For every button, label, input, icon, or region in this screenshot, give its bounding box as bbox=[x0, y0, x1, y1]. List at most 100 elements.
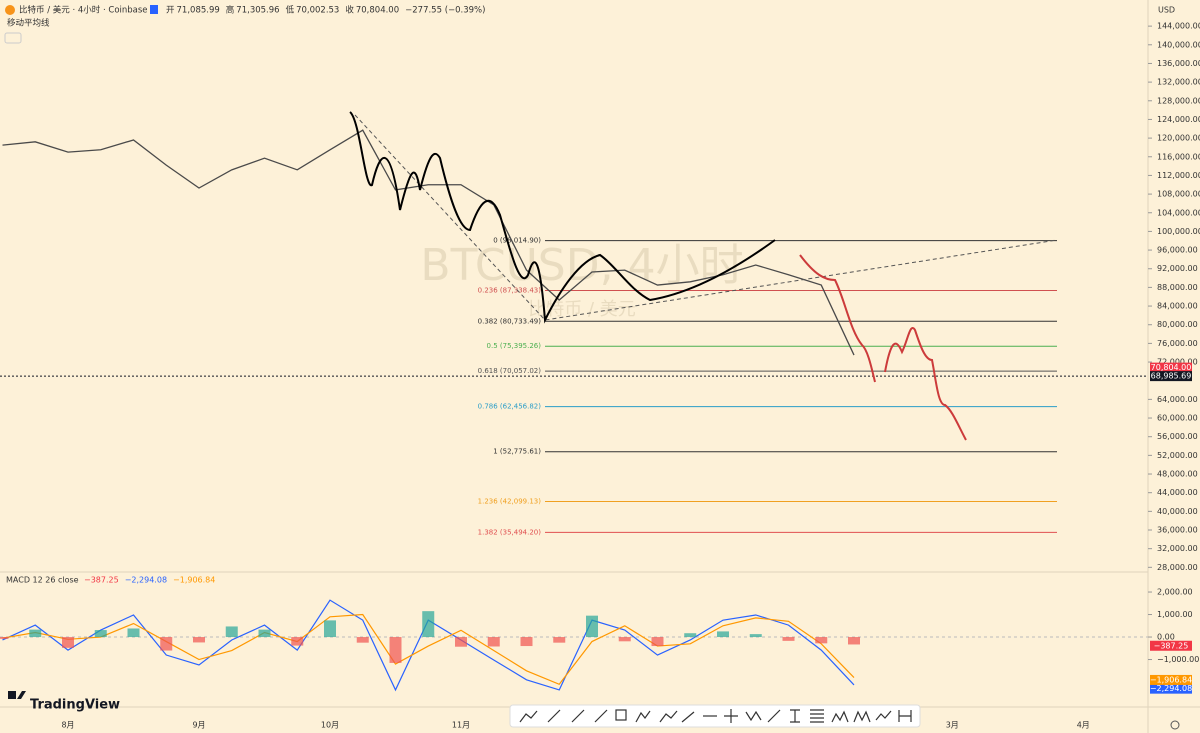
histogram-bar bbox=[324, 620, 336, 638]
y-tick-label: 120,000.00 bbox=[1157, 134, 1200, 143]
x-tick-label: 8月 bbox=[61, 721, 74, 730]
tool-icon[interactable] bbox=[875, 710, 892, 721]
y-tick-label: 100,000.00 bbox=[1157, 227, 1200, 236]
histogram-bar bbox=[618, 637, 631, 642]
tool-icon[interactable] bbox=[898, 710, 912, 722]
y-tick-label: 2,000.00 bbox=[1157, 588, 1193, 597]
settings-button[interactable] bbox=[1170, 720, 1180, 730]
y-tick-label: 44,000.00 bbox=[1157, 488, 1198, 497]
value-tag-label: −387.25 bbox=[1154, 641, 1189, 650]
y-tick-label: 112,000.00 bbox=[1157, 171, 1200, 180]
tool-icon[interactable] bbox=[659, 710, 678, 723]
histogram-bar bbox=[193, 637, 205, 643]
readout-value: −387.25 bbox=[84, 576, 119, 585]
histogram-bar bbox=[684, 633, 697, 638]
fib-label: 0.618 (70,057.02) bbox=[478, 367, 542, 375]
ohlc-value: 70,002.53 bbox=[296, 6, 339, 16]
ohlc-label: 高 bbox=[226, 5, 235, 16]
y-tick-label: 64,000.00 bbox=[1157, 395, 1198, 404]
wave-drawing bbox=[349, 111, 776, 324]
tool-icon[interactable] bbox=[853, 710, 871, 723]
histogram-bar bbox=[651, 637, 664, 647]
histogram-bar bbox=[782, 637, 795, 641]
fib-label: 0.382 (80,733.49) bbox=[478, 317, 542, 325]
price-tag-label: 68,985.69 bbox=[1151, 372, 1192, 381]
currency[interactable]: USD bbox=[1158, 6, 1175, 15]
histogram-bar bbox=[29, 629, 42, 638]
value-tag bbox=[1150, 674, 1192, 685]
change: −277.55 (−0.39%) bbox=[405, 6, 485, 16]
fib-label: 1 (52,775.61) bbox=[493, 448, 541, 456]
tool-icon[interactable] bbox=[635, 710, 651, 723]
histogram-bar bbox=[815, 637, 828, 644]
y-tick-label: 144,000.00 bbox=[1157, 22, 1200, 31]
tool-icon[interactable] bbox=[810, 709, 824, 723]
coin-icon bbox=[5, 5, 15, 15]
macd-title: MACD 12 26 close bbox=[6, 576, 79, 585]
y-tick-label: 48,000.00 bbox=[1157, 470, 1198, 479]
histogram-bar bbox=[389, 637, 402, 663]
tool-icon[interactable] bbox=[724, 709, 738, 723]
y-tick-label: 128,000.00 bbox=[1157, 96, 1200, 105]
tool-icon[interactable] bbox=[790, 709, 800, 723]
watermark-line2: 比特币 / 美元 bbox=[528, 299, 636, 320]
x-tick-label: 3月 bbox=[946, 721, 959, 730]
y-tick-label: 72,000.00 bbox=[1157, 358, 1198, 367]
ohlc-label: 开 bbox=[166, 6, 175, 16]
histogram-bar bbox=[62, 637, 74, 648]
y-tick-label: 40,000.00 bbox=[1157, 507, 1198, 516]
symbol: 比特币 / 美元 · 4小时 · Coinbase bbox=[19, 5, 148, 16]
histogram-bar bbox=[160, 637, 173, 651]
tool-icon[interactable] bbox=[615, 709, 627, 721]
ohlc-value: 71,305.96 bbox=[236, 6, 279, 16]
readout-value: −2,294.08 bbox=[125, 576, 167, 585]
y-tick-label: 28,000.00 bbox=[1157, 563, 1198, 572]
logo-mark bbox=[8, 691, 26, 699]
fib-label: 0.236 (87,338.43) bbox=[478, 286, 542, 294]
ohlc-value: 71,085.99 bbox=[177, 6, 220, 16]
tool-icon[interactable] bbox=[594, 709, 608, 723]
tool-icon[interactable] bbox=[745, 710, 762, 722]
histogram-bar bbox=[127, 628, 140, 638]
tool-icon[interactable] bbox=[571, 709, 585, 723]
histogram-bar bbox=[422, 611, 435, 638]
y-tick-label: 60,000.00 bbox=[1157, 414, 1198, 423]
y-tick-label: 76,000.00 bbox=[1157, 339, 1198, 348]
y-tick-label: 96,000.00 bbox=[1157, 246, 1198, 255]
fib-label: 1.382 (35,494.20) bbox=[478, 528, 542, 536]
y-tick-label: 88,000.00 bbox=[1157, 283, 1198, 292]
histogram-bar bbox=[553, 637, 566, 643]
y-tick-label: 132,000.00 bbox=[1157, 78, 1200, 87]
tool-icon[interactable] bbox=[767, 709, 781, 723]
macd-line bbox=[2, 613, 855, 686]
histogram-bar bbox=[520, 637, 533, 647]
tool-icon[interactable] bbox=[519, 710, 538, 723]
x-tick-label: 10月 bbox=[321, 721, 339, 730]
y-tick-label: 84,000.00 bbox=[1157, 302, 1198, 311]
x-tick-label: 4月 bbox=[1077, 721, 1090, 730]
y-tick-label: 1,000.00 bbox=[1157, 610, 1193, 619]
x-tick-label: 9月 bbox=[192, 721, 205, 730]
histogram-bar bbox=[455, 637, 467, 647]
y-tick-label: 104,000.00 bbox=[1157, 208, 1200, 217]
collapse-button[interactable] bbox=[4, 32, 22, 44]
y-tick-label: 36,000.00 bbox=[1157, 526, 1198, 535]
y-tick-label: 136,000.00 bbox=[1157, 59, 1200, 68]
drawing-toolbar bbox=[509, 704, 921, 728]
fib-label: 0.786 (62,456.82) bbox=[478, 403, 542, 411]
flag-icon bbox=[150, 5, 158, 14]
tool-icon[interactable] bbox=[681, 711, 695, 723]
logo: TradingView bbox=[8, 691, 120, 713]
fib-label: 0 (98,014.90) bbox=[493, 237, 541, 245]
y-tick-label: 32,000.00 bbox=[1157, 544, 1198, 553]
y-tick-label: 108,000.00 bbox=[1157, 190, 1200, 199]
tool-icon[interactable] bbox=[547, 709, 561, 723]
price-line bbox=[2, 129, 855, 356]
y-tick-label: 80,000.00 bbox=[1157, 320, 1198, 329]
value-tag bbox=[1150, 683, 1192, 694]
readout-value: −1,906.84 bbox=[173, 576, 215, 585]
ohlc-value: 70,804.00 bbox=[356, 6, 399, 16]
histogram-bar bbox=[717, 631, 729, 638]
tool-icon[interactable] bbox=[831, 710, 849, 723]
